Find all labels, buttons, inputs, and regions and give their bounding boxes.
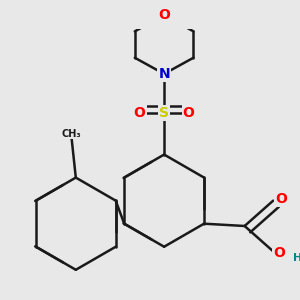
Text: O: O	[134, 106, 146, 120]
Text: N: N	[158, 67, 170, 81]
Text: O: O	[158, 8, 170, 22]
Text: O: O	[275, 192, 287, 206]
Text: O: O	[273, 246, 285, 260]
Text: CH₃: CH₃	[62, 128, 81, 139]
Text: S: S	[159, 106, 169, 120]
Text: O: O	[183, 106, 194, 120]
Text: H: H	[293, 253, 300, 263]
